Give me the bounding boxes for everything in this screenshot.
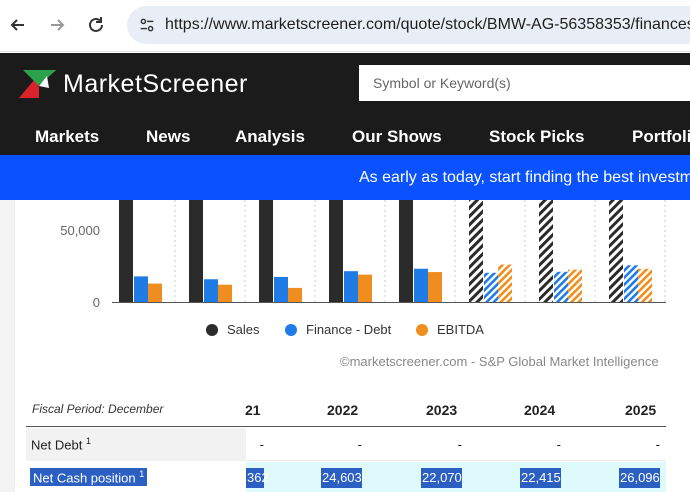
- bar-sales-2020[interactable]: [189, 200, 203, 302]
- chart-credit: ©marketscreener.com - S&P Global Market …: [340, 354, 659, 369]
- table-row: Net Debt 1 - - - - -: [26, 428, 666, 461]
- browser-toolbar: https://www.marketscreener.com/quote/sto…: [0, 0, 690, 52]
- bar-finance-debt-2023[interactable]: [414, 268, 428, 302]
- bar-ebitda-2026[interactable]: [638, 268, 652, 302]
- legend-label: Sales: [227, 322, 260, 337]
- bar-finance-debt-2026[interactable]: [624, 265, 638, 302]
- table-header: Fiscal Period: December 21 2022 2023 202…: [26, 393, 666, 427]
- year-header: 2024: [524, 402, 556, 418]
- finances-chart: 50,000 0: [60, 200, 666, 310]
- year-header: 2023: [426, 402, 458, 418]
- bar-finance-debt-2024[interactable]: [484, 272, 498, 302]
- arrow-left-icon: [10, 19, 24, 31]
- bar-finance-debt-2022[interactable]: [344, 271, 358, 302]
- promo-text: As early as today, start finding the bes…: [359, 169, 690, 186]
- bar-finance-debt-2019[interactable]: [134, 276, 148, 302]
- table-cell: 362: [246, 468, 269, 488]
- row-label-net-cash: Net Cash position 1: [30, 468, 148, 487]
- y-tick-label: 0: [93, 295, 100, 310]
- bar-sales-2026[interactable]: [609, 200, 623, 303]
- year-header: 2022: [327, 402, 359, 418]
- logo-mark-icon: [19, 68, 58, 99]
- bar-sales-2021[interactable]: [259, 200, 273, 302]
- bar-finance-debt-2020[interactable]: [204, 279, 218, 302]
- bar-ebitda-2023[interactable]: [428, 272, 442, 302]
- bar-sales-2019[interactable]: [119, 200, 133, 302]
- table-cell: -: [556, 437, 561, 452]
- legend-marker: [416, 323, 428, 336]
- table-cell: 22,070: [421, 468, 462, 488]
- menu-item-news[interactable]: News: [146, 127, 191, 146]
- promo-banner[interactable]: As early as today, start finding the bes…: [0, 155, 690, 200]
- table-cell: -: [259, 437, 264, 452]
- bar-sales-2024[interactable]: [469, 200, 483, 302]
- table-cell: 22,415: [520, 468, 561, 488]
- bar-ebitda-2025[interactable]: [568, 269, 582, 302]
- y-tick-label: 50,000: [60, 223, 100, 238]
- legend-item-sales[interactable]: Sales: [206, 322, 260, 337]
- site-header: MarketScreener Markets News Analysis Our…: [0, 53, 690, 155]
- url-text: https://www.marketscreener.com/quote/sto…: [165, 16, 690, 33]
- bar-ebitda-2019[interactable]: [148, 283, 162, 302]
- bar-finance-debt-2025[interactable]: [554, 271, 568, 302]
- legend-label: Finance - Debt: [306, 322, 392, 337]
- bar-finance-debt-2021[interactable]: [274, 276, 288, 302]
- back-button[interactable]: [3, 10, 33, 40]
- menu-item-stock-picks[interactable]: Stock Picks: [489, 127, 585, 146]
- fiscal-period-label: Fiscal Period: December: [32, 402, 164, 416]
- table-cell: -: [357, 437, 362, 452]
- site-settings-icon[interactable]: [135, 13, 159, 37]
- legend-marker: [206, 323, 218, 336]
- row-label-net-debt: Net Debt 1: [31, 436, 91, 453]
- table-cell: -: [457, 437, 462, 452]
- table-cell: -: [655, 437, 660, 452]
- menu-item-markets[interactable]: Markets: [35, 127, 100, 146]
- arrow-right-icon: [51, 19, 65, 31]
- table-row: Net Cash position 1 362 24,603 22,070 22…: [26, 462, 666, 492]
- bar-sales-2025[interactable]: [539, 200, 553, 303]
- legend-label: EBITDA: [437, 322, 484, 337]
- legend-item-ebitda[interactable]: EBITDA: [416, 322, 484, 337]
- reload-icon: [89, 17, 103, 32]
- row-label-bg: [26, 428, 246, 461]
- bar-ebitda-2021[interactable]: [288, 287, 302, 302]
- reload-button[interactable]: [81, 10, 111, 40]
- bar-ebitda-2020[interactable]: [218, 284, 232, 302]
- menu-item-portfolio[interactable]: Portfolio: [632, 127, 690, 146]
- table-cell: 26,096: [619, 468, 660, 488]
- legend-marker: [285, 323, 297, 336]
- logo-text: MarketScreener: [63, 69, 248, 98]
- menu-item-analysis[interactable]: Analysis: [235, 127, 305, 146]
- bar-ebitda-2024[interactable]: [498, 264, 512, 302]
- bar-ebitda-2022[interactable]: [358, 274, 372, 302]
- menu-item-our-shows[interactable]: Our Shows: [352, 127, 442, 146]
- page-gutter: [0, 200, 14, 492]
- bar-sales-2022[interactable]: [329, 200, 343, 302]
- year-header: 21: [245, 402, 261, 418]
- table-cell: 24,603: [321, 468, 362, 488]
- search-input[interactable]: [359, 65, 690, 101]
- address-bar[interactable]: https://www.marketscreener.com/quote/sto…: [127, 6, 690, 44]
- forward-button[interactable]: [42, 10, 72, 40]
- site-logo[interactable]: MarketScreener: [17, 67, 248, 101]
- bar-sales-2023[interactable]: [399, 200, 413, 302]
- legend-item-finance-debt[interactable]: Finance - Debt: [285, 322, 391, 337]
- year-header: 2025: [625, 402, 657, 418]
